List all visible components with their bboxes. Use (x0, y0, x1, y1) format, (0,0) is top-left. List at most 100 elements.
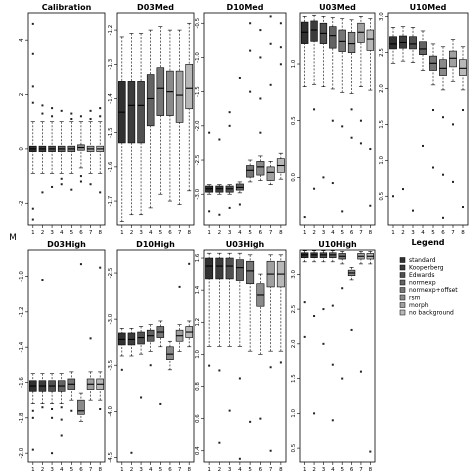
x-tick-label: 8 (98, 230, 102, 236)
x-tick-label: 4 (149, 230, 153, 236)
y-tick-label: 0.5 (379, 191, 385, 200)
outlier-point (412, 209, 414, 212)
box-body (347, 31, 356, 53)
box-body (459, 59, 467, 76)
outlier-point (279, 63, 282, 66)
box-body (205, 257, 214, 280)
x-tick-label: 2 (41, 230, 45, 236)
box-1 (205, 184, 214, 195)
outlier-point (350, 136, 353, 139)
x-tick-label: 4 (421, 230, 425, 236)
y-tick-label: -1.3 (108, 58, 114, 69)
y-tick-label: 0.8 (195, 382, 201, 391)
x-tick-label: 3 (411, 230, 415, 236)
box-6 (256, 155, 265, 181)
outlier-point (249, 90, 252, 93)
box-4 (57, 373, 66, 405)
outlier-point (99, 191, 102, 194)
y-tick-label: 4 (19, 38, 25, 42)
outlier-point (60, 406, 63, 409)
outlier-point (178, 285, 181, 288)
y-tick-label: 1.4 (195, 285, 201, 294)
legend-swatch (399, 264, 406, 271)
legend-title: Legend (411, 238, 444, 247)
x-tick-label: 2 (218, 230, 222, 236)
outlier-point (70, 118, 73, 120)
x-tick-label: 7 (269, 467, 273, 473)
legend-entry: standard (409, 257, 436, 264)
y-tick-label: -2 (19, 201, 25, 206)
outlier-point (60, 183, 63, 186)
x-tick-label: 4 (238, 230, 242, 236)
outlier-point (41, 112, 44, 115)
y-tick-label: -1.7 (108, 195, 114, 206)
outlier-point (70, 188, 73, 191)
y-tick-label: -3.5 (108, 359, 114, 370)
box-5 (338, 18, 346, 93)
box-7 (86, 371, 95, 401)
x-tick-label: 8 (187, 467, 191, 473)
box-1 (29, 373, 37, 405)
legend-entry: normexp (409, 280, 436, 287)
outlier-point (51, 416, 54, 419)
outlier-point (422, 144, 424, 147)
box-body (310, 20, 318, 42)
x-tick-label: 2 (130, 230, 134, 236)
panel-title: U10Med (410, 3, 447, 12)
x-tick-label: 1 (391, 230, 395, 236)
y-tick-label: -1.5 (108, 127, 114, 138)
legend-swatch (399, 287, 406, 293)
y-tick-label: 0 (19, 147, 25, 151)
box-3 (319, 250, 328, 263)
panel-frame (27, 12, 106, 226)
x-tick-label: 1 (303, 467, 307, 473)
box-3 (137, 326, 145, 355)
x-tick-label: 3 (228, 230, 232, 236)
outlier-point (341, 125, 344, 128)
box-1 (205, 252, 214, 347)
y-tick-label: 2.5 (379, 48, 385, 57)
outlier-point (51, 115, 54, 118)
x-tick-label: 5 (70, 467, 74, 473)
outlier-point (259, 417, 262, 420)
outlier-point (31, 218, 34, 221)
outlier-point (259, 131, 262, 134)
panel-frame (299, 12, 376, 226)
outlier-point (303, 216, 306, 219)
x-tick-label: 6 (168, 467, 172, 473)
x-tick-label: 8 (279, 467, 283, 473)
outlier-point (452, 180, 454, 183)
y-tick-label: -1.2 (108, 25, 114, 36)
outlier-point (259, 97, 262, 100)
x-tick-label: 2 (130, 467, 134, 473)
y-tick-label: -0.5 (195, 17, 201, 28)
x-tick-label: 4 (331, 230, 335, 236)
outlier-point (159, 402, 162, 405)
panel-title: Calibration (42, 3, 92, 12)
x-tick-label: 2 (312, 230, 316, 236)
panel-D03Med: D03Med -1.2 -1.3 -1.4 -1.5 -1.6 -1.7 1 2 3 4 5 6 7 8 (108, 3, 195, 236)
outlier-point (350, 108, 353, 111)
panel-frame (116, 12, 195, 226)
x-tick-label: 1 (120, 467, 124, 473)
outlier-point (79, 180, 82, 183)
outlier-point (228, 111, 231, 114)
box-body (246, 165, 255, 178)
box-7 (449, 39, 457, 82)
outlier-point (31, 416, 34, 419)
y-tick-label: 2.5 (291, 304, 297, 313)
outlier-point (31, 22, 34, 25)
outlier-point (238, 457, 241, 460)
box-2 (215, 252, 224, 347)
box-1 (118, 36, 126, 222)
box-2 (215, 184, 224, 195)
box-5 (338, 251, 346, 265)
x-tick-label: 3 (139, 467, 143, 473)
x-tick-label: 2 (401, 230, 405, 236)
y-tick-label: 1.0 (379, 155, 385, 164)
outlier-point (60, 177, 63, 180)
panel-title: U10High (318, 240, 357, 249)
box-7 (266, 161, 275, 185)
x-tick-label: 1 (303, 230, 307, 236)
box-body (166, 70, 174, 116)
